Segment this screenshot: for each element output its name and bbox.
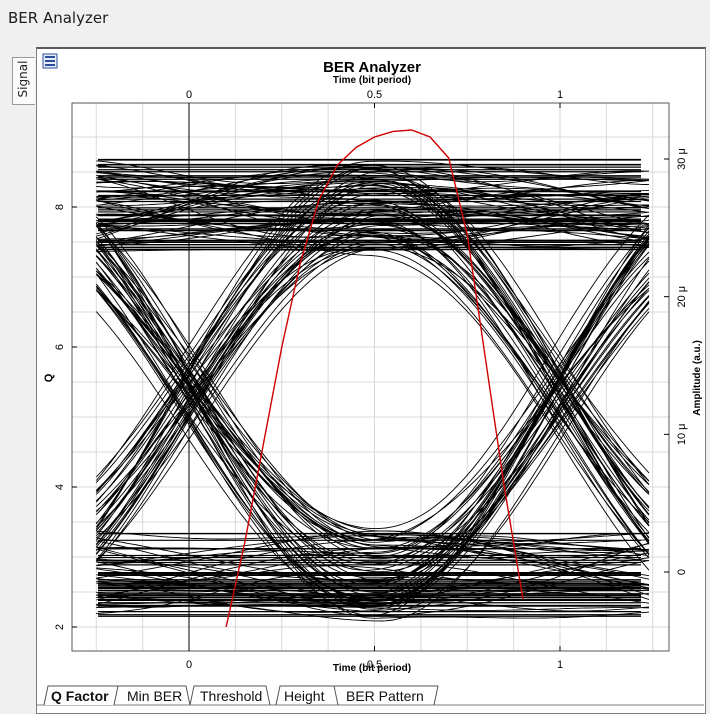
plot-frame (71, 102, 670, 652)
x-axis-top-label: Time (bit period) (333, 75, 411, 86)
y-axis-right-label: Amplitude (a.u.) (692, 340, 703, 416)
window-title-bar: BER Analyzer (0, 0, 710, 38)
q-factor-curve (225, 129, 524, 628)
y-axis-left-label: Q (43, 373, 55, 382)
x-top-tick-label: 0 (186, 89, 192, 101)
chart-title: BER Analyzer (323, 59, 421, 76)
panel-menu-icon[interactable] (42, 53, 58, 69)
eye-traces (95, 158, 650, 622)
tab-q-factor[interactable]: Q Factor (51, 688, 109, 704)
x-top-tick-label: 0.5 (367, 89, 382, 101)
axes: 0 0.5 1 0 0.5 1 2 4 6 8 0 10 μ 20 μ 30 μ (54, 89, 688, 671)
tab-q-factor-shape (43, 685, 119, 706)
y-left-tick-label: 8 (54, 204, 66, 210)
x-top-tick-label: 1 (557, 89, 563, 101)
y-right-tick-label: 10 μ (676, 424, 688, 446)
window-title: BER Analyzer (8, 9, 109, 27)
tab-height[interactable]: Height (284, 688, 325, 704)
y-right-tick-label: 30 μ (676, 148, 688, 170)
tab-signal[interactable]: Signal (12, 57, 35, 105)
y-left-tick-label: 2 (54, 624, 66, 630)
tab-threshold[interactable]: Threshold (200, 688, 263, 704)
x-axis-bottom-label: Time (bit period) (333, 663, 411, 674)
y-left-tick-label: 6 (54, 344, 66, 350)
y-right-tick-label: 0 (676, 569, 688, 575)
y-left-tick-label: 4 (54, 484, 66, 490)
x-bottom-tick-label: 1 (557, 659, 563, 671)
x-bottom-tick-label: 0.5 (367, 659, 382, 671)
y-right-tick-label: 20 μ (676, 286, 688, 308)
tab-ber-pattern[interactable]: BER Pattern (346, 688, 424, 704)
x-bottom-tick-label: 0 (186, 659, 192, 671)
tab-min-ber[interactable]: Min BER (127, 688, 183, 704)
